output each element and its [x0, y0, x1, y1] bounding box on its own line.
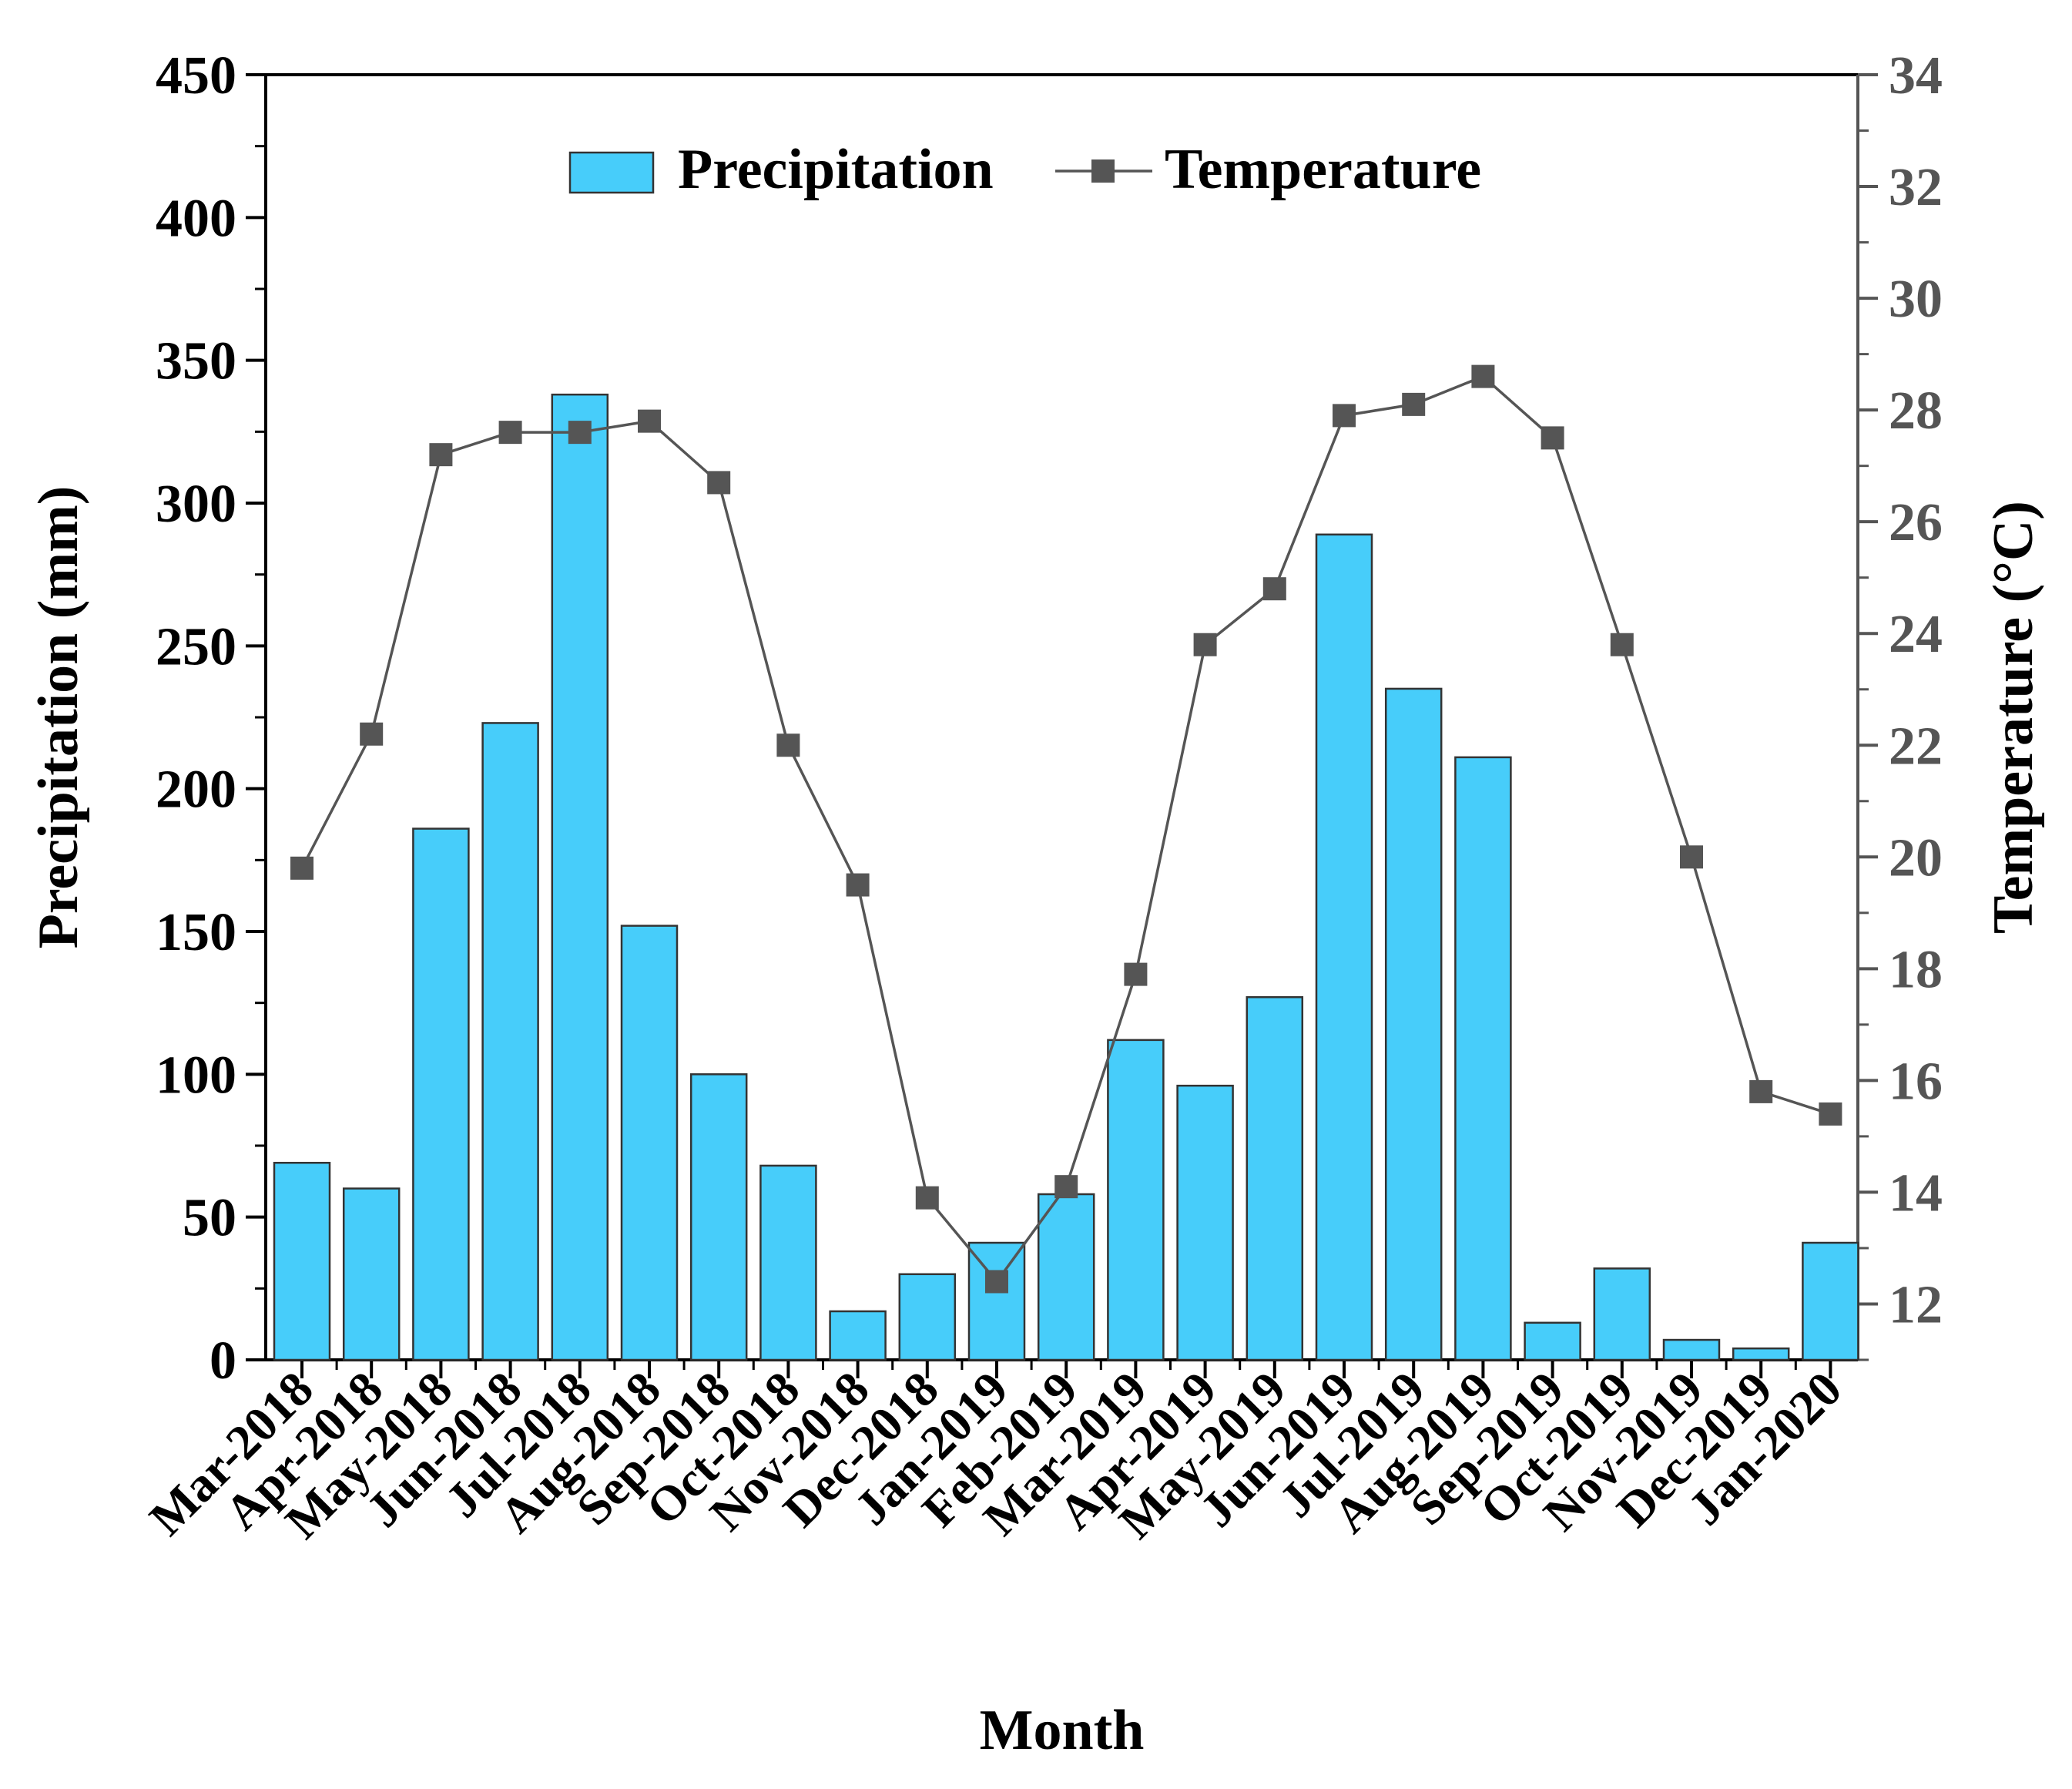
- legend-temperature-label: Temperature: [1165, 138, 1481, 201]
- temperature-point-jan-2020: [1819, 1102, 1842, 1126]
- bar-jan-2020: [1802, 1241, 1859, 1361]
- y-left-tick-label: 400: [156, 189, 236, 248]
- bar-jun-2019: [1315, 533, 1373, 1361]
- temperature-point-feb-2019: [1054, 1175, 1078, 1199]
- y-left-tick-label: 250: [156, 617, 236, 676]
- precipitation-bars: [273, 393, 1859, 1361]
- bar-nov-2018: [829, 1310, 887, 1361]
- bar-oct-2019: [1593, 1267, 1651, 1361]
- y-left-tick-label: 0: [210, 1331, 236, 1391]
- y-left-tick-label: 350: [156, 332, 236, 391]
- y-left-tick-label: 450: [156, 46, 236, 106]
- y-right-tick-label: 18: [1889, 940, 1943, 999]
- y-right-tick-label: 34: [1889, 46, 1943, 106]
- bar-nov-2019: [1662, 1338, 1721, 1361]
- temperature-point-jul-2018: [568, 421, 592, 445]
- bar-apr-2019: [1176, 1084, 1234, 1361]
- x-axis-title: Month: [980, 1699, 1145, 1762]
- bar-mar-2019: [1107, 1039, 1165, 1361]
- y-right-tick-label: 20: [1889, 828, 1943, 888]
- temperature-point-dec-2018: [915, 1186, 939, 1210]
- temperature-point-mar-2018: [290, 856, 313, 880]
- temperature-point-may-2018: [429, 443, 453, 467]
- bar-oct-2018: [759, 1164, 817, 1361]
- y-left-tick-label: 200: [156, 760, 236, 820]
- bar-dec-2019: [1732, 1347, 1790, 1361]
- bar-feb-2019: [1037, 1193, 1095, 1361]
- y-left-tick-label: 50: [183, 1189, 236, 1248]
- y-left-tick-label: 300: [156, 475, 236, 534]
- bar-may-2019: [1246, 996, 1304, 1361]
- y-right-tick-label: 24: [1889, 605, 1943, 664]
- legend-precipitation-label: Precipitation: [678, 138, 994, 201]
- temperature-point-jul-2019: [1402, 392, 1426, 416]
- legend-precipitation-swatch: [568, 151, 655, 194]
- temperature-point-mar-2019: [1124, 962, 1148, 986]
- temperature-point-dec-2019: [1749, 1079, 1773, 1103]
- bar-jun-2018: [481, 722, 539, 1361]
- y-right-tick-label: 22: [1889, 717, 1943, 776]
- bar-dec-2018: [898, 1273, 957, 1361]
- y-right-tick-label: 14: [1889, 1163, 1943, 1223]
- temperature-point-sep-2019: [1541, 426, 1564, 450]
- temperature-point-sep-2018: [707, 471, 731, 495]
- bar-aug-2019: [1454, 756, 1512, 1361]
- temperature-point-aug-2019: [1471, 364, 1495, 388]
- y-right-tick-label: 16: [1889, 1052, 1943, 1111]
- y-right-tick-label: 32: [1889, 158, 1943, 217]
- y-axis-right-title: Temperature (°C): [1982, 501, 2045, 934]
- y-right-tick-label: 30: [1889, 270, 1943, 329]
- legend: Precipitation Temperature: [568, 138, 1481, 201]
- y-axis-left-title: Precipitation (mm): [27, 486, 90, 949]
- temperature-point-may-2019: [1262, 577, 1286, 601]
- temperature-point-jun-2019: [1333, 404, 1356, 428]
- temperature-point-nov-2019: [1680, 845, 1703, 869]
- temperature-point-oct-2019: [1610, 633, 1634, 656]
- temperature-point-oct-2018: [776, 733, 800, 757]
- temperature-point-apr-2018: [360, 722, 384, 746]
- y-left-tick-label: 150: [156, 903, 236, 962]
- bar-mar-2018: [273, 1161, 331, 1361]
- y-left-tick-label: 100: [156, 1046, 236, 1105]
- temperature-point-jan-2019: [985, 1270, 1008, 1294]
- y-right-tick-label: 26: [1889, 493, 1943, 552]
- bar-jan-2019: [967, 1241, 1026, 1361]
- bar-sep-2018: [689, 1073, 748, 1361]
- bar-jul-2018: [551, 393, 609, 1361]
- bar-jul-2019: [1384, 687, 1443, 1361]
- bar-aug-2018: [620, 925, 679, 1361]
- temperature-point-jun-2018: [498, 421, 522, 445]
- temperature-line: [290, 364, 1842, 1294]
- y-right-tick-label: 28: [1889, 381, 1943, 441]
- bar-apr-2018: [342, 1187, 401, 1361]
- temperature-point-nov-2018: [846, 873, 870, 897]
- temperature-point-aug-2018: [638, 409, 661, 433]
- y-right-tick-label: 12: [1889, 1275, 1943, 1334]
- temperature-point-apr-2019: [1193, 633, 1217, 656]
- bar-may-2018: [412, 827, 470, 1361]
- bar-sep-2019: [1524, 1321, 1581, 1361]
- legend-temperature-marker: [1091, 159, 1115, 183]
